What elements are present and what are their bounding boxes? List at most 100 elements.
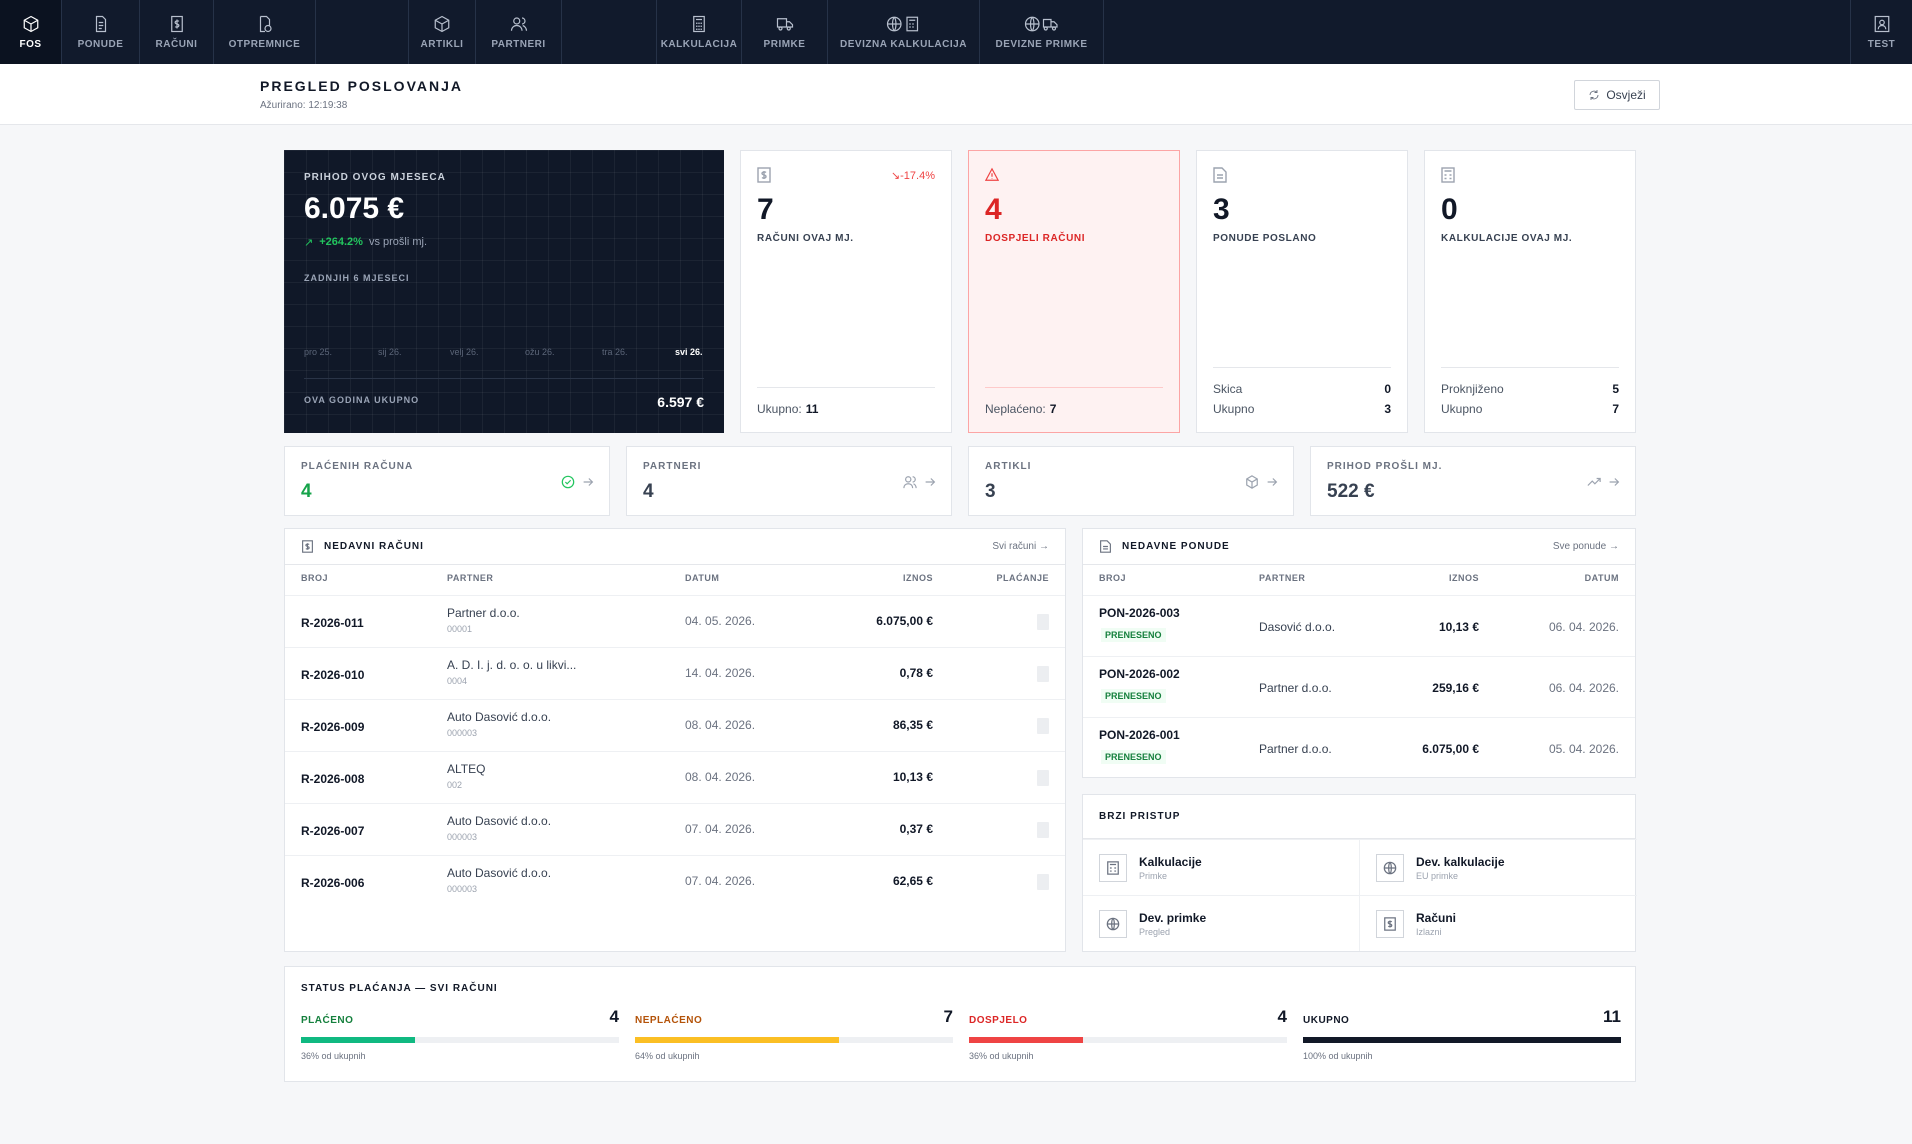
table-row[interactable]: R-2026-007 Auto Dasović d.o.o. 000003 07…	[285, 803, 1065, 855]
nav-partneri[interactable]: PARTNERI	[476, 0, 562, 64]
stat-footer-row: Proknjiženo 5	[1441, 382, 1619, 396]
articles-card[interactable]: ARTIKLI 3	[968, 446, 1294, 516]
user-icon	[1874, 15, 1889, 32]
trend-up-icon	[1587, 477, 1601, 486]
quick-title: Računi	[1416, 910, 1457, 925]
year-label: OVA GODINA UKUPNO	[304, 395, 420, 405]
nav-devizne-primke[interactable]: DEVIZNE PRIMKE	[980, 0, 1104, 64]
quick-subtitle: EU primke	[1416, 870, 1459, 881]
table-row[interactable]: R-2026-006 Auto Dasović d.o.o. 000003 07…	[285, 855, 1065, 907]
partner-name: Dasović d.o.o.	[1259, 620, 1336, 634]
table-row[interactable]: R-2026-011 Partner d.o.o. 00001 04. 05. …	[285, 595, 1065, 647]
user-menu[interactable]: TEST	[1850, 0, 1912, 64]
table-row[interactable]: PON-2026-001 PRENESENO Partner d.o.o. 6.…	[1083, 717, 1635, 778]
payment-status-icon[interactable]	[1037, 770, 1049, 786]
table-row[interactable]: R-2026-010 A. D. I. j. d. o. o. u likvi.…	[285, 647, 1065, 699]
invoice-amount: 0,78 €	[899, 666, 933, 680]
status-count: 4	[1277, 1007, 1287, 1026]
col-header: BROJ	[1099, 573, 1127, 583]
nav-otpremnice[interactable]: OTPREMNICE	[214, 0, 316, 64]
stat-label: DOSPJELI RAČUNI	[985, 233, 1086, 244]
quick-subtitle: Pregled	[1139, 926, 1171, 937]
status-unpaid: NEPLAĆENO 7 64% od ukupnih	[635, 1007, 953, 1067]
arrow-right-icon	[583, 478, 594, 486]
invoice-date: 08. 04. 2026.	[685, 718, 756, 732]
globe-icon	[1099, 909, 1127, 938]
progress-bar	[1303, 1037, 1621, 1043]
quick-link-dev-kalkulacije[interactable]: Dev. kalkulacije EU primke	[1360, 839, 1637, 895]
quick-link-kalkulacije[interactable]: Kalkulacije Primke	[1083, 839, 1360, 895]
change-value: +264.2%	[319, 236, 363, 248]
divider	[1213, 367, 1391, 368]
revenue-change: ↗ +264.2% vs prošli mj.	[304, 236, 427, 249]
stat-footer-row: Ukupno 3	[1213, 402, 1391, 416]
payment-status-panel: STATUS PLAĆANJA — SVI RAČUNI PLAĆENO 4 3…	[284, 966, 1636, 1082]
table-row[interactable]: R-2026-008 ALTEQ 002 08. 04. 2026. 10,13…	[285, 751, 1065, 803]
overdue-card[interactable]: 4 DOSPJELI RAČUNI Neplaćeno: 7	[968, 150, 1180, 433]
card-value: 3	[985, 481, 996, 502]
invoice-date: 07. 04. 2026.	[685, 822, 756, 836]
panel-title: NEDAVNI RAČUNI	[324, 541, 424, 552]
all-offers-link[interactable]: Sve ponude →	[1553, 541, 1619, 552]
nav-artikli[interactable]: ARTIKLI	[408, 0, 476, 64]
nav-racuni[interactable]: RAČUNI	[140, 0, 214, 64]
stat-label: PONUDE POSLANO	[1213, 233, 1317, 244]
paid-invoices-card[interactable]: PLAĆENIH RAČUNA 4	[284, 446, 610, 516]
table-row[interactable]: PON-2026-003 PRENESENO Dasović d.o.o. 10…	[1083, 595, 1635, 656]
payment-status-icon[interactable]	[1037, 614, 1049, 630]
status-badge: PRENESENO	[1101, 689, 1166, 703]
invoice-number: R-2026-009	[301, 720, 365, 734]
stat-footer-row: Skica 0	[1213, 382, 1391, 396]
payment-status-icon[interactable]	[1037, 822, 1049, 838]
partners-card[interactable]: PARTNERI 4	[626, 446, 952, 516]
partner-name: Auto Dasović d.o.o.	[447, 814, 552, 828]
invoice-icon	[1376, 909, 1404, 938]
check-circle-icon	[561, 475, 575, 489]
calculations-card[interactable]: 0 KALKULACIJE OVAJ MJ. Proknjiženo 5 Ukup…	[1424, 150, 1636, 433]
nav-kalkulacija[interactable]: KALKULACIJA	[656, 0, 742, 64]
invoice-number: R-2026-008	[301, 772, 365, 786]
payment-status-icon[interactable]	[1037, 718, 1049, 734]
last-month-revenue-card[interactable]: PRIHOD PROŠLI MJ. 522 €	[1310, 446, 1636, 516]
offer-number: PON-2026-001	[1099, 728, 1180, 742]
all-invoices-link[interactable]: Svi računi →	[992, 541, 1049, 552]
invoice-amount: 6.075,00 €	[876, 614, 933, 628]
payment-status-icon[interactable]	[1037, 874, 1049, 890]
arrow-right-icon	[1609, 478, 1620, 486]
brand-home[interactable]: FOS	[0, 0, 62, 64]
refresh-button[interactable]: Osvježi	[1574, 80, 1660, 110]
table-row[interactable]: R-2026-009 Auto Dasović d.o.o. 000003 08…	[285, 699, 1065, 751]
nav-label: PONUDE	[77, 38, 124, 50]
panel-title: NEDAVNE PONUDE	[1122, 541, 1230, 552]
calculator-icon	[1099, 853, 1127, 882]
updated-time: Ažurirano: 12:19:38	[260, 100, 348, 111]
offers-sent-card[interactable]: 3 PONUDE POSLANO Skica 0 Ukupno 3	[1196, 150, 1408, 433]
progress-bar	[301, 1037, 619, 1043]
change-badge-value: -17.4%	[900, 170, 935, 182]
globe-icon	[1376, 853, 1404, 882]
nav-primke[interactable]: PRIMKE	[742, 0, 828, 64]
stat-number: 7	[757, 193, 774, 226]
partner-code: 000003	[447, 832, 478, 842]
quick-link-racuni[interactable]: Računi Izlazni	[1360, 895, 1637, 951]
refresh-icon	[1589, 90, 1599, 100]
users-icon	[903, 476, 917, 489]
month-label-current: svi 26.	[675, 347, 703, 357]
payment-status-icon[interactable]	[1037, 666, 1049, 682]
invoice-number: R-2026-011	[301, 616, 364, 630]
nav-devizna-kalkulacija[interactable]: DEVIZNA KALKULACIJA	[828, 0, 980, 64]
status-percent: 64% od ukupnih	[635, 1051, 700, 1061]
revenue-label: PRIHOD OVOG MJESECA	[304, 172, 446, 183]
status-total: UKUPNO 11 100% od ukupnih	[1303, 1007, 1621, 1067]
year-total: 6.597 €	[657, 394, 704, 410]
quick-link-dev-primke[interactable]: Dev. primke Pregled	[1083, 895, 1360, 951]
status-name: DOSPJELO	[969, 1015, 1028, 1026]
trend-up-icon: ↗	[304, 237, 314, 249]
invoices-month-card[interactable]: ↘-17.4% 7 RAČUNI OVAJ MJ. Ukupno: 11	[740, 150, 952, 433]
arrow-right-icon: →	[1039, 541, 1049, 552]
truck-icon	[776, 17, 793, 31]
nav-ponude[interactable]: PONUDE	[62, 0, 140, 64]
divider	[757, 387, 935, 388]
stat-footer-row: Ukupno 7	[1441, 402, 1619, 416]
table-row[interactable]: PON-2026-002 PRENESENO Partner d.o.o. 25…	[1083, 656, 1635, 717]
